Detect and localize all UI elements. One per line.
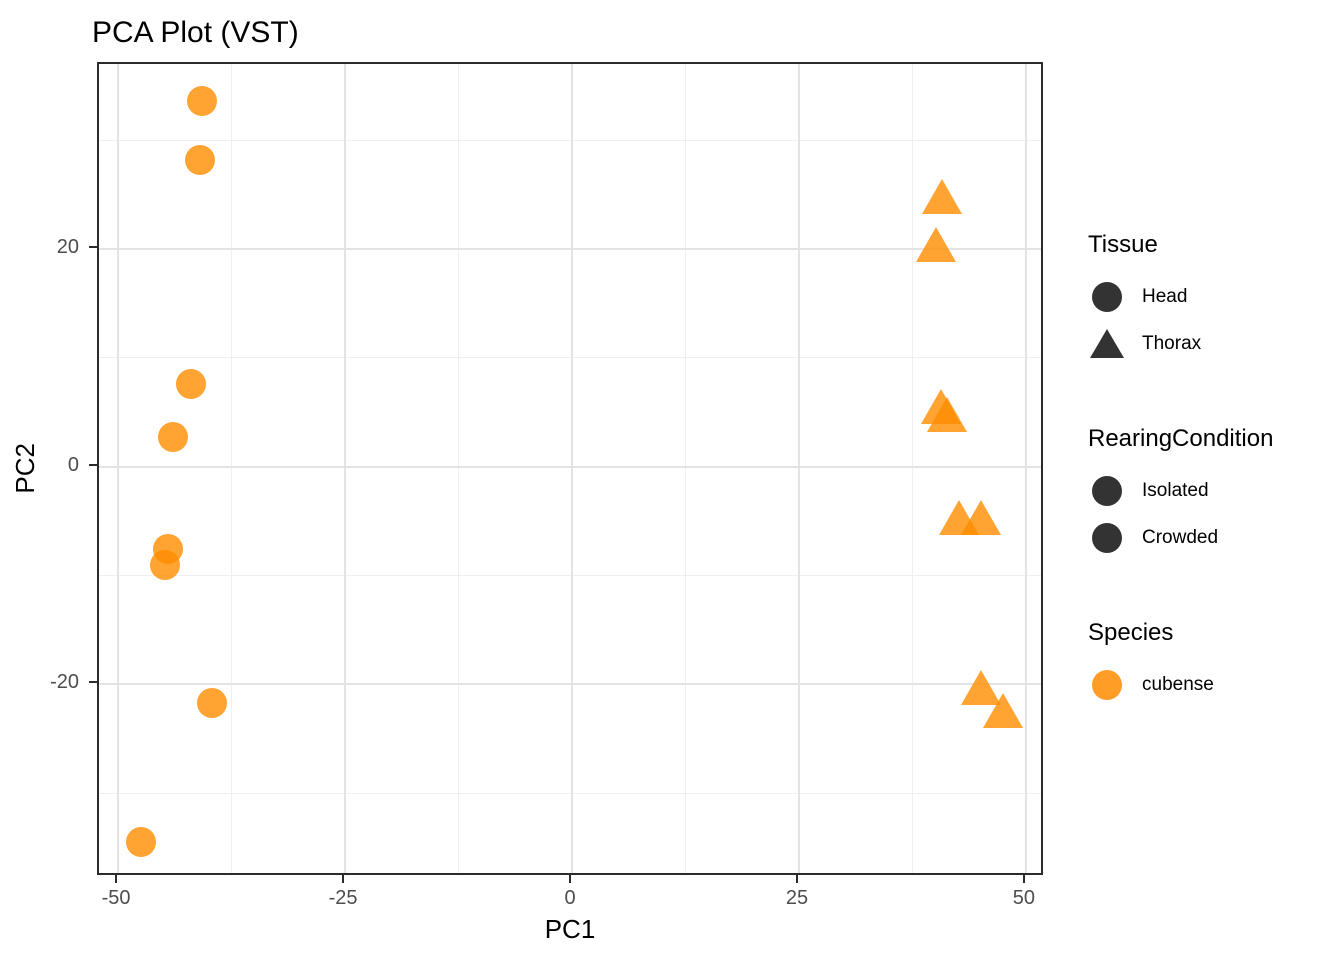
gridline-minor-vertical xyxy=(458,64,460,873)
data-point-head xyxy=(197,687,228,718)
data-point-head xyxy=(175,368,206,399)
legend-group-species: Species cubense xyxy=(1088,619,1273,708)
gridline-major-horizontal xyxy=(99,248,1041,251)
y-tick-label: 0 xyxy=(67,453,79,476)
y-axis-title-wrap: PC2 xyxy=(8,62,42,875)
x-axis-tick xyxy=(569,875,571,883)
legend-group-tissue: Tissue Head Thorax xyxy=(1088,231,1273,367)
legend-key xyxy=(1088,475,1126,506)
gridline-major-horizontal xyxy=(99,683,1041,686)
y-axis-tick xyxy=(89,246,97,249)
gridline-minor-horizontal xyxy=(99,792,1041,794)
data-point-head xyxy=(184,144,215,175)
x-tick-label: 25 xyxy=(785,887,809,909)
plot-title: PCA Plot (VST) xyxy=(92,16,299,49)
x-tick-label: -50 xyxy=(101,887,131,909)
gridline-minor-horizontal xyxy=(99,357,1041,359)
legend-label: Isolated xyxy=(1142,479,1209,501)
isolated-circle-icon xyxy=(1092,475,1122,506)
crowded-circle-icon xyxy=(1092,522,1122,553)
legend-item-crowded: Crowded xyxy=(1088,514,1273,561)
plot-panel xyxy=(97,62,1043,875)
x-tick-label: 0 xyxy=(564,887,576,909)
legend-label: cubense xyxy=(1142,673,1214,695)
legend-label: Head xyxy=(1142,285,1188,307)
cubense-circle-icon xyxy=(1092,669,1122,700)
gridline-minor-vertical xyxy=(911,64,913,873)
legend: Tissue Head Thorax RearingCondition Isolated… xyxy=(1088,231,1273,708)
legend-label: Thorax xyxy=(1142,332,1202,354)
data-point-head xyxy=(158,422,189,453)
legend-key xyxy=(1088,669,1126,700)
data-point-head xyxy=(186,86,217,116)
legend-key xyxy=(1088,329,1126,358)
data-point-thorax xyxy=(926,397,967,433)
data-point-thorax xyxy=(922,178,963,214)
y-tick-label: 20 xyxy=(56,236,79,259)
x-axis-tick xyxy=(1022,875,1025,883)
legend-label: Crowded xyxy=(1142,526,1219,548)
legend-item-isolated: Isolated xyxy=(1088,467,1273,514)
x-tick-label: -25 xyxy=(328,887,358,909)
legend-item-cubense: cubense xyxy=(1088,661,1273,708)
gridline-minor-vertical xyxy=(231,64,233,873)
x-axis-tick xyxy=(342,875,345,883)
data-point-thorax xyxy=(983,693,1024,729)
y-axis-tick xyxy=(89,681,97,684)
data-point-head xyxy=(125,827,156,858)
x-tick-label: 50 xyxy=(1012,887,1036,909)
gridline-minor-horizontal xyxy=(99,139,1041,141)
data-point-thorax xyxy=(960,499,1001,535)
gridline-major-vertical xyxy=(571,64,573,873)
legend-group-title: Species xyxy=(1088,619,1174,646)
x-axis-tick xyxy=(795,875,798,883)
legend-item-thorax: Thorax xyxy=(1088,320,1273,367)
gridline-major-horizontal xyxy=(99,465,1041,468)
legend-key xyxy=(1088,281,1126,312)
legend-items: Head Thorax xyxy=(1088,273,1273,367)
y-tick-label: -20 xyxy=(50,671,79,694)
legend-item-head: Head xyxy=(1088,273,1273,320)
legend-key xyxy=(1088,522,1126,553)
x-axis-tick xyxy=(115,875,118,883)
gridline-major-vertical xyxy=(117,64,120,873)
data-point-thorax xyxy=(916,226,957,262)
legend-group-title: Tissue xyxy=(1088,231,1158,258)
legend-items: cubense xyxy=(1088,661,1273,708)
legend-group-title: RearingCondition xyxy=(1088,425,1274,452)
gridline-major-vertical xyxy=(1024,64,1027,873)
data-point-head xyxy=(150,549,181,580)
thorax-triangle-icon xyxy=(1090,329,1124,358)
gridline-minor-vertical xyxy=(684,64,686,873)
gridline-major-vertical xyxy=(344,64,347,873)
head-circle-icon xyxy=(1092,281,1122,312)
y-axis-title: PC2 xyxy=(9,443,40,494)
legend-items: Isolated Crowded xyxy=(1088,467,1273,561)
x-axis-title: PC1 xyxy=(544,914,596,944)
y-axis-tick xyxy=(89,463,97,466)
gridline-minor-horizontal xyxy=(99,575,1041,577)
legend-group-rearingcondition: RearingCondition Isolated Crowded xyxy=(1088,425,1273,561)
gridline-major-vertical xyxy=(797,64,800,873)
